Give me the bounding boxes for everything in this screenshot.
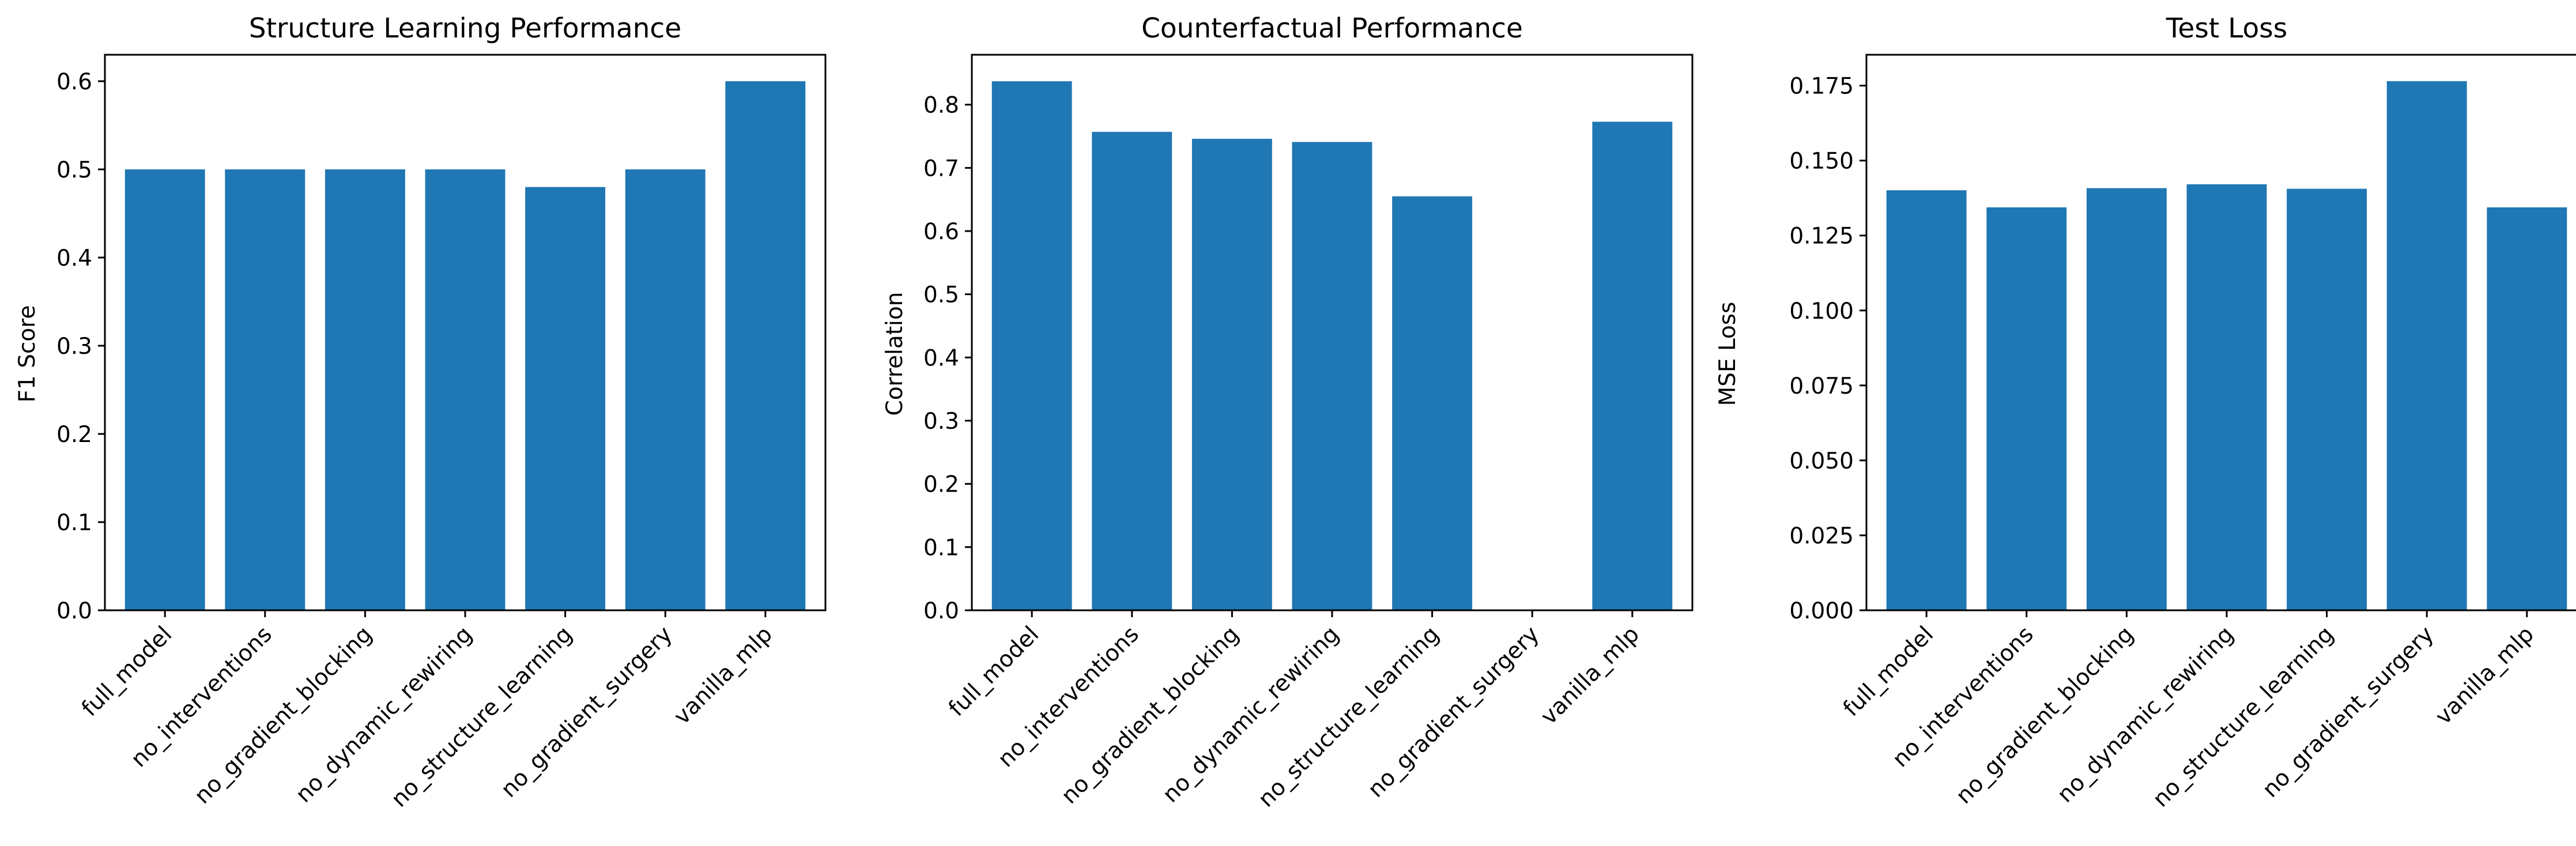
bar-no_structure_learning — [2287, 188, 2367, 610]
x-tick-label: no_gradient_surgery — [1363, 621, 1545, 803]
x-tick-label: no_gradient_blocking — [1951, 621, 2139, 809]
y-axis-label: Correlation — [882, 292, 908, 416]
bar-no_interventions — [1986, 207, 2067, 610]
bar-no_structure_learning — [525, 187, 606, 610]
bar-no_gradient_blocking — [2086, 188, 2167, 610]
y-tick-label: 0.025 — [1789, 523, 1854, 549]
x-tick-label: no_structure_learning — [2148, 621, 2339, 812]
y-tick-label: 0.2 — [56, 422, 92, 448]
y-axis-label: MSE Loss — [1715, 302, 1741, 406]
y-tick-label: 0.5 — [56, 157, 92, 183]
chart-title: Structure Learning Performance — [249, 13, 681, 44]
bar-no_dynamic_rewiring — [2186, 184, 2267, 611]
bar-full_model — [1886, 190, 1967, 610]
bar-no_gradient_blocking — [325, 169, 405, 610]
bar-full_model — [125, 169, 205, 610]
chart-test-loss: Test Loss MSE Loss 0.0000.0250.0500.0750… — [1715, 13, 2576, 813]
bars — [991, 81, 1673, 611]
y-tick-label: 0.4 — [56, 246, 92, 271]
y-ticks: 0.000 0.025 0.050 0.075 0.100 0.125 0.150 0.175 — [1789, 74, 1866, 624]
bar-no_gradient_blocking — [1191, 138, 1272, 610]
y-tick-label: 0.100 — [1789, 299, 1854, 324]
y-tick-label: 0.5 — [923, 282, 959, 308]
y-tick-label: 0.0 — [923, 598, 959, 624]
y-tick-label: 0.6 — [923, 219, 959, 245]
chart-structure-learning: Structure Learning Performance F1 Score … — [14, 13, 827, 813]
y-tick-label: 0.050 — [1789, 448, 1854, 474]
chart-counterfactual: Counterfactual Performance Correlation 0… — [882, 13, 1694, 813]
y-axis-label: F1 Score — [14, 305, 40, 403]
y-tick-label: 0.3 — [56, 334, 92, 360]
chart-title: Counterfactual Performance — [1141, 13, 1523, 44]
bar-vanilla_mlp — [2487, 207, 2567, 610]
y-ticks: 0.0 0.1 0.2 0.3 0.4 0.5 0.6 0.7 0.8 — [923, 93, 972, 624]
x-tick-label: no_gradient_surgery — [496, 621, 678, 803]
bar-vanilla_mlp — [725, 81, 806, 610]
x-tick-label: no_gradient_surgery — [2258, 621, 2439, 803]
y-tick-label: 0.6 — [56, 69, 92, 95]
x-tick-label: no_dynamic_rewiring — [291, 621, 478, 808]
bars — [1886, 81, 2567, 611]
bar-no_dynamic_rewiring — [425, 169, 506, 610]
x-tick-label: no_gradient_blocking — [1057, 621, 1244, 809]
x-tick-label: no_dynamic_rewiring — [1158, 621, 1345, 808]
y-tick-label: 0.075 — [1789, 373, 1854, 399]
bar-full_model — [991, 81, 1072, 611]
x-tick-label: vanilla_mlp — [1536, 621, 1645, 730]
plot-frame — [104, 54, 827, 611]
x-tick-label: vanilla_mlp — [2431, 621, 2539, 730]
x-tick-label: full_model — [944, 621, 1044, 722]
plot-frame — [1865, 54, 2576, 611]
bar-no_interventions — [1092, 131, 1172, 611]
y-tick-label: 0.8 — [923, 93, 959, 119]
bar-no_dynamic_rewiring — [1292, 142, 1372, 610]
bar-no_gradient_surgery — [625, 169, 706, 610]
x-tick-label: no_gradient_blocking — [190, 621, 378, 809]
x-tick-label: no_dynamic_rewiring — [2053, 621, 2239, 808]
bars — [125, 81, 806, 610]
y-tick-label: 0.125 — [1789, 224, 1854, 250]
y-ticks: 0.0 0.1 0.2 0.3 0.4 0.5 0.6 — [56, 69, 105, 624]
x-tick-label: full_model — [1838, 621, 1938, 722]
x-tick-label: no_structure_learning — [386, 621, 577, 812]
bar-no_gradient_surgery — [2386, 81, 2467, 611]
y-tick-label: 0.0 — [56, 598, 92, 624]
bar-no_structure_learning — [1392, 196, 1473, 610]
y-tick-label: 0.2 — [923, 472, 959, 498]
y-tick-label: 0.175 — [1789, 74, 1854, 100]
x-ticks: full_modelno_interventionsno_gradient_bl… — [1838, 610, 2539, 813]
y-tick-label: 0.150 — [1789, 149, 1854, 175]
bar-no_interventions — [225, 169, 306, 610]
x-ticks: full_modelno_interventionsno_gradient_bl… — [77, 610, 778, 813]
y-tick-label: 0.1 — [56, 510, 92, 536]
plot-frame — [971, 54, 1694, 611]
x-tick-label: vanilla_mlp — [669, 621, 778, 730]
y-tick-label: 0.000 — [1789, 598, 1854, 624]
chart-title: Test Loss — [2166, 13, 2288, 44]
y-tick-label: 0.4 — [923, 345, 959, 371]
x-tick-label: full_model — [77, 621, 177, 722]
bar-vanilla_mlp — [1592, 122, 1673, 610]
y-tick-label: 0.7 — [923, 156, 959, 182]
y-tick-label: 0.1 — [923, 535, 959, 561]
x-tick-label: no_structure_learning — [1253, 621, 1444, 812]
y-tick-label: 0.3 — [923, 409, 959, 435]
x-ticks: full_modelno_interventionsno_gradient_bl… — [944, 610, 1645, 813]
